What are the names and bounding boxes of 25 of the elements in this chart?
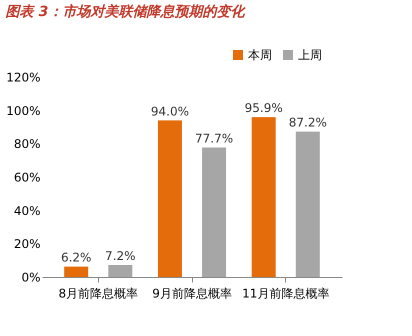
data-label: 95.9% — [244, 101, 283, 116]
bar — [202, 148, 226, 277]
x-tick-label: 9月前降息概率 — [152, 286, 232, 300]
data-label: 87.2% — [288, 116, 327, 130]
legend-label: 本周 — [248, 48, 272, 62]
y-tick-label: 120% — [6, 70, 40, 84]
bar — [108, 265, 132, 277]
bar — [158, 120, 182, 277]
x-tick-label: 8月前降息概率 — [58, 286, 138, 300]
y-tick-label: 60% — [14, 170, 40, 184]
y-tick-label: 0% — [21, 270, 40, 284]
legend-label: 上周 — [298, 48, 322, 62]
y-tick-label: 80% — [14, 137, 40, 152]
chart-title: 图表 3：市场对美联储降息预期的变化 — [6, 3, 246, 20]
y-tick-label: 20% — [14, 237, 40, 252]
x-tick-label: 11月前降息概率 — [242, 286, 330, 300]
y-tick-label: 40% — [14, 204, 40, 218]
data-label: 7.2% — [105, 249, 136, 263]
data-label: 6.2% — [60, 250, 92, 265]
bar — [252, 117, 276, 277]
bar — [296, 132, 320, 277]
y-tick-label: 100% — [6, 104, 40, 118]
bar — [64, 266, 88, 277]
data-label: 77.7% — [194, 132, 234, 146]
data-label: 94.0% — [150, 104, 190, 118]
